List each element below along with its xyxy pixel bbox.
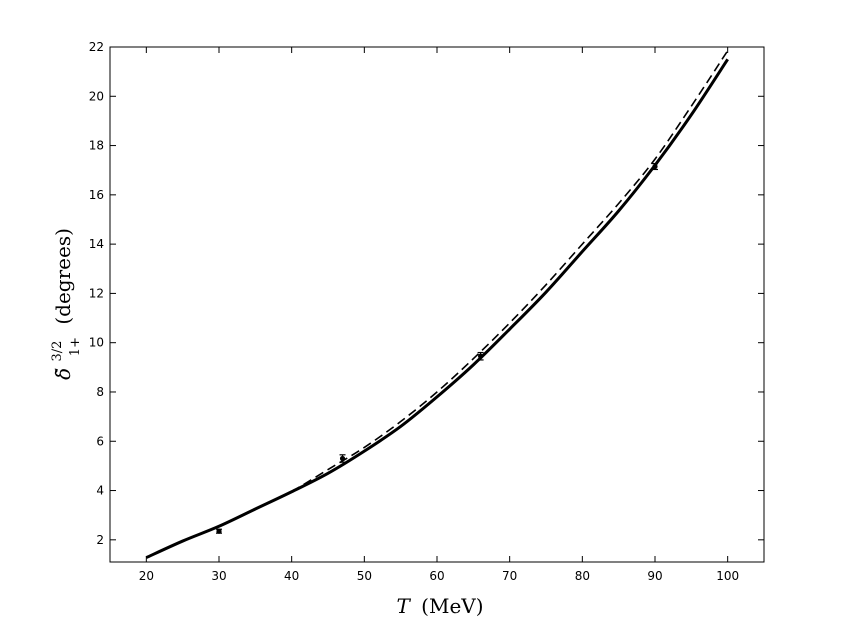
- y-tick-label: 14: [89, 237, 104, 251]
- y-tick-label: 20: [89, 89, 104, 103]
- x-tick-label: 50: [357, 569, 372, 583]
- y-tick-label: 16: [89, 188, 104, 202]
- data-points-group: [216, 162, 658, 534]
- data-point: [652, 163, 658, 170]
- axis-ticks: 20 30 40 50 60 70 80 90 100 2 4 6 8 10 12 14 16 18 20 22: [89, 40, 764, 583]
- x-tick-label: 60: [429, 569, 444, 583]
- data-point: [216, 528, 222, 534]
- data-point: [339, 455, 346, 462]
- y-tick-label: 18: [89, 139, 104, 153]
- y-tick-label: 8: [96, 385, 104, 399]
- y-tick-label: 4: [96, 484, 104, 498]
- dashed-curve: [291, 50, 729, 493]
- x-tick-label: 90: [647, 569, 662, 583]
- x-tick-label: 20: [139, 569, 154, 583]
- y-tick-label: 12: [89, 286, 104, 300]
- x-tick-label: 30: [211, 569, 226, 583]
- y-axis-label: δ̃ 3/2 1+ (degrees): [42, 228, 84, 380]
- series-group: [145, 50, 729, 559]
- x-tick-label: 40: [284, 569, 299, 583]
- y-tick-label: 10: [89, 336, 104, 350]
- y-tick-label: 6: [96, 434, 104, 448]
- plot-frame: [109, 46, 765, 563]
- data-point: [478, 353, 484, 359]
- x-tick-label: 80: [575, 569, 590, 583]
- x-tick-label: 70: [502, 569, 517, 583]
- x-axis-label: T (MeV): [396, 594, 483, 618]
- x-tick-label: 100: [716, 569, 739, 583]
- y-tick-label: 22: [89, 40, 104, 54]
- y-tick-label: 2: [96, 533, 104, 547]
- solid-curve: [145, 58, 729, 559]
